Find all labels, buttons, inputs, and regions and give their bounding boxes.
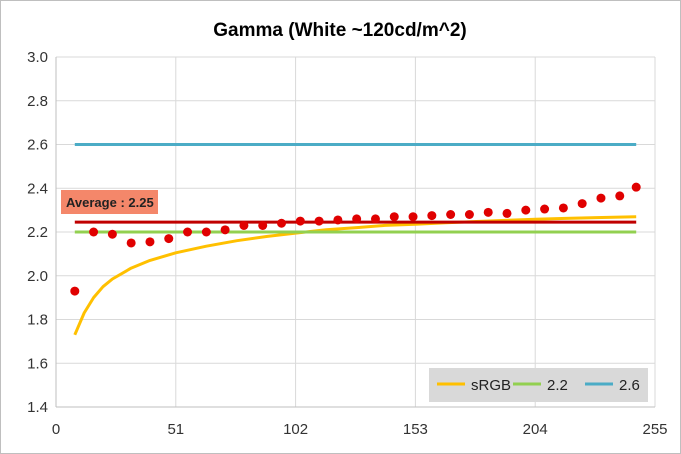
measured-point [521, 205, 531, 215]
x-tick-label: 0 [52, 421, 60, 438]
measured-point [277, 218, 287, 228]
average-label-box [61, 190, 158, 214]
x-tick-label: 204 [523, 421, 548, 438]
measured-point [164, 234, 174, 244]
measured-point [333, 215, 343, 225]
y-tick-label: 2.8 [27, 93, 48, 110]
x-tick-label: 102 [283, 421, 308, 438]
measured-point [145, 237, 155, 247]
measured-point [558, 203, 568, 213]
legend-label-2-2: 2.2 [547, 377, 568, 394]
measured-point [295, 216, 305, 226]
y-tick-label: 1.6 [27, 355, 48, 372]
y-tick-label: 2.6 [27, 137, 48, 154]
legend[interactable]: sRGB 2.2 2.6 [429, 368, 648, 402]
x-tick-label: 51 [167, 421, 184, 438]
measured-point [201, 227, 211, 237]
measured-point [107, 229, 117, 239]
y-tick-label: 2.4 [27, 180, 48, 197]
measured-point [615, 191, 625, 201]
average-annotation: Average : 2.25 [61, 190, 158, 214]
measured-point [258, 220, 268, 230]
measured-point [89, 227, 99, 237]
measured-point [631, 182, 641, 192]
legend-label-srgb: sRGB [471, 377, 511, 394]
series-lines [73, 143, 637, 336]
axes: 1.4 1.6 1.8 2.0 2.2 2.4 2.6 2.8 3.0 0 51 102 153 204 2… [27, 49, 667, 438]
chart-title: Gamma (White ~120cd/m^2) [213, 20, 466, 41]
measured-point [577, 199, 587, 209]
measured-point [70, 286, 80, 296]
measured-point [502, 208, 512, 218]
measured-point [446, 210, 456, 219]
legend-label-2-6: 2.6 [619, 377, 640, 394]
average-label: Average : 2.25 [66, 195, 154, 210]
y-tick-label: 1.8 [27, 312, 48, 329]
measured-point [220, 225, 230, 235]
measured-point [540, 204, 550, 214]
measured-point [464, 210, 474, 219]
measured-point [483, 207, 493, 217]
y-tick-label: 1.4 [27, 399, 48, 416]
x-tick-label: 255 [642, 421, 667, 438]
measured-point [370, 214, 380, 224]
measured-point [239, 220, 249, 230]
x-tick-label: 153 [403, 421, 428, 438]
measured-point [408, 212, 418, 222]
measured-point [183, 227, 193, 237]
y-tick-label: 2.2 [27, 224, 48, 241]
measured-point [596, 193, 606, 203]
measured-point [126, 238, 136, 248]
y-tick-label: 2.0 [27, 268, 48, 285]
measured-point [389, 212, 399, 222]
y-tick-label: 3.0 [27, 49, 48, 66]
measured-points [70, 182, 641, 296]
measured-point [314, 216, 324, 226]
measured-point [352, 214, 362, 224]
measured-point [427, 211, 437, 221]
